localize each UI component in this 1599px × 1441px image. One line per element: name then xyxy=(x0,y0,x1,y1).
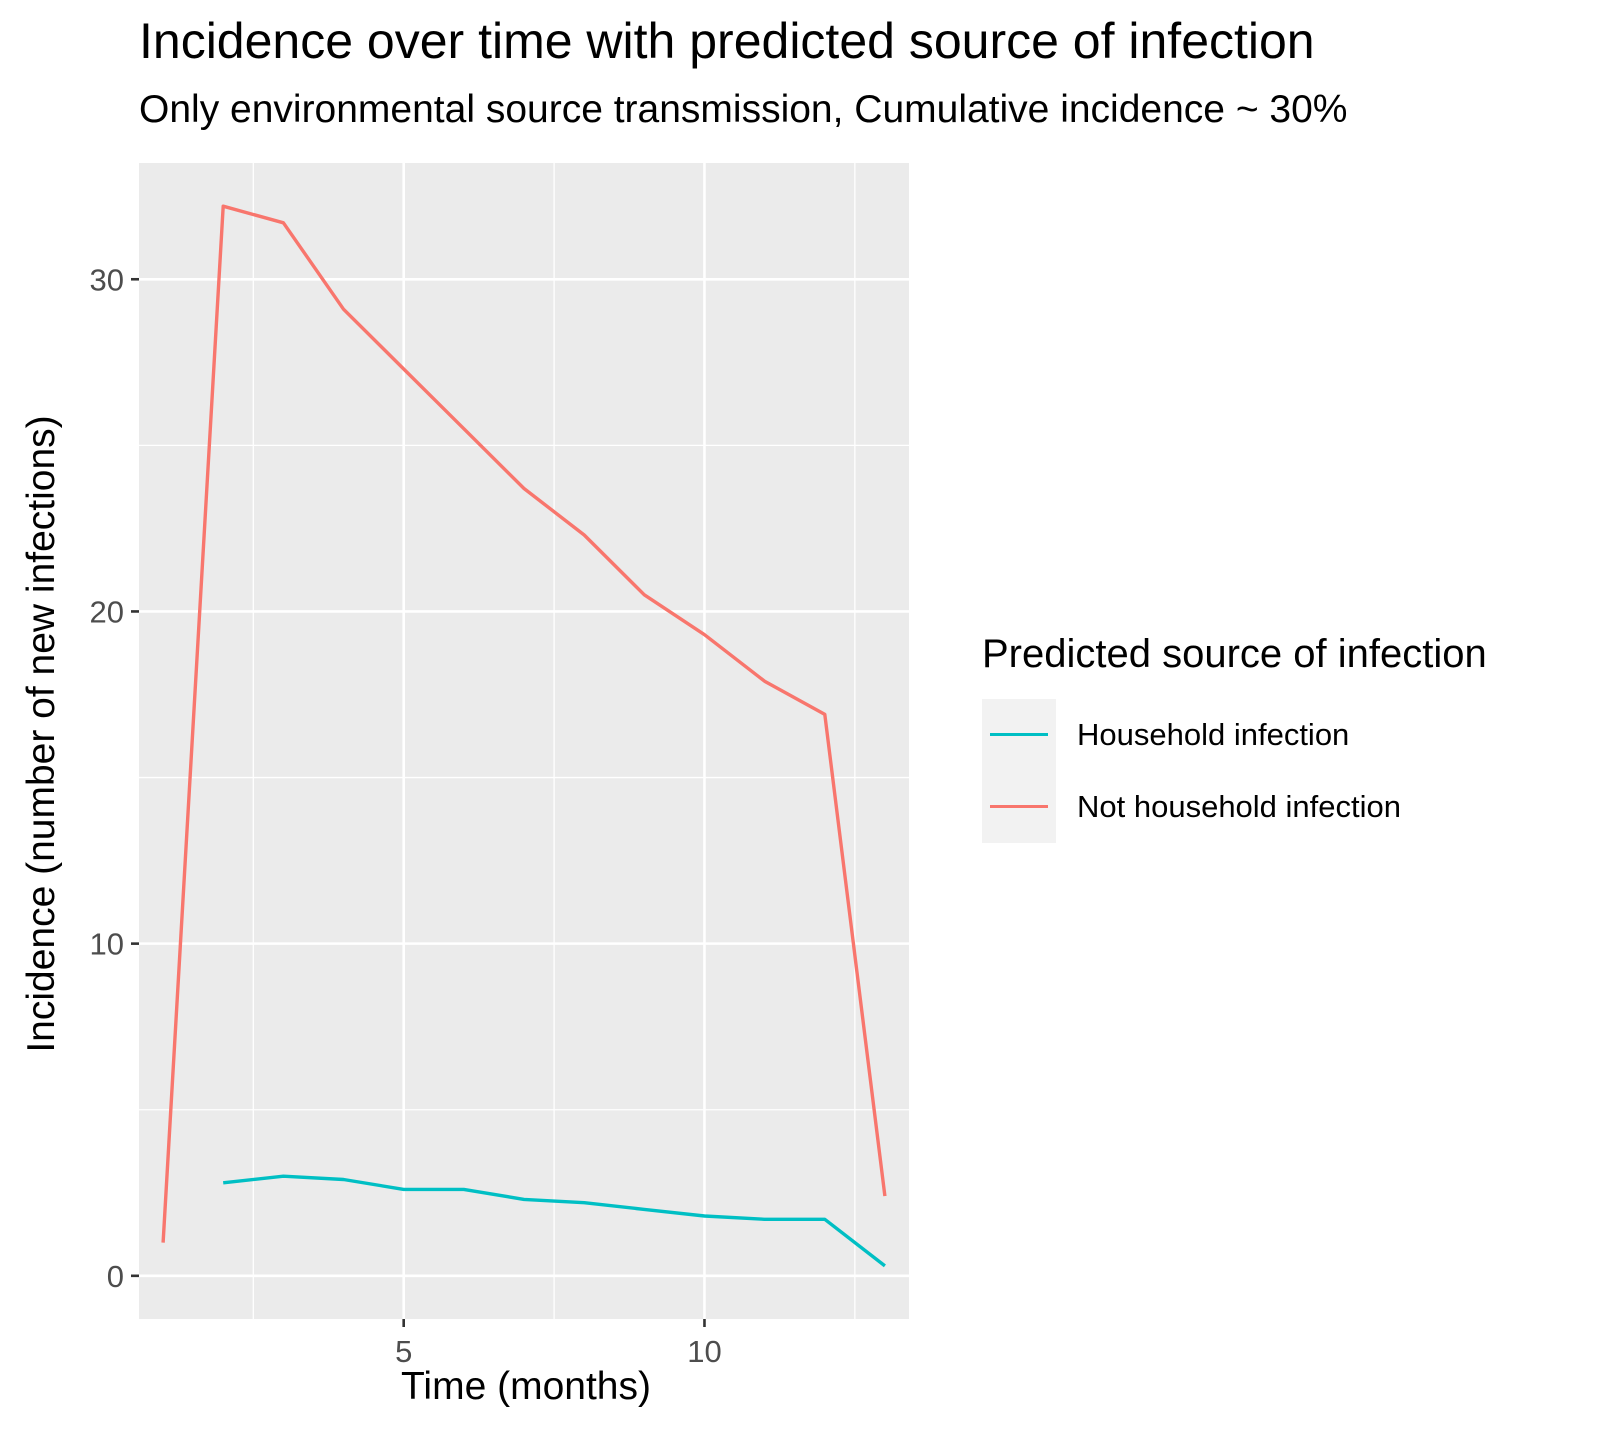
plot-panel xyxy=(139,163,909,1319)
legend-item-household: Household infection xyxy=(982,699,1349,771)
legend-keys: Household infection Not household infect… xyxy=(982,699,1401,843)
series-line-0 xyxy=(223,1174,886,1268)
legend: Predicted source of infection Household … xyxy=(982,632,1487,843)
x-axis-label: Time (months) xyxy=(401,1365,651,1408)
legend-label-not-household: Not household infection xyxy=(1077,789,1402,824)
x-tick-label: 5 xyxy=(395,1334,412,1369)
legend-swatch-not-household xyxy=(990,805,1048,808)
y-tick-label: 30 xyxy=(90,262,124,297)
y-tick-label: 20 xyxy=(90,594,124,629)
chart-subtitle: Only environmental source transmission, … xyxy=(139,88,1348,131)
legend-label-household: Household infection xyxy=(1077,717,1350,752)
y-axis-label: Incidence (number of new infections) xyxy=(20,415,63,1053)
x-tick-label: 10 xyxy=(687,1334,721,1369)
chart-title: Incidence over time with predicted sourc… xyxy=(139,13,1315,69)
y-tick-label: 0 xyxy=(107,1259,124,1294)
y-tick-label: 10 xyxy=(90,927,124,962)
legend-item-not-household: Not household infection xyxy=(982,771,1401,843)
series-line-1 xyxy=(161,204,887,1243)
legend-title: Predicted source of infection xyxy=(982,632,1487,676)
legend-swatch-household xyxy=(990,733,1048,736)
